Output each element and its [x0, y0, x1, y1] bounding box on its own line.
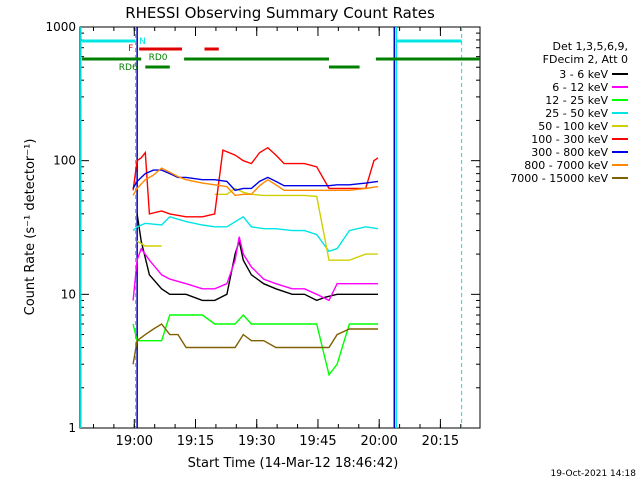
legend-header: FDecim 2, Att 0 [543, 53, 628, 66]
y-tick-label: 10 [61, 287, 76, 301]
legend-label: 50 - 100 keV [538, 120, 608, 133]
series-line-8 [132, 323, 378, 365]
x-tick-label: 19:45 [299, 434, 336, 449]
chart-title: RHESSI Observing Summary Count Rates [125, 4, 435, 22]
series-line-2 [132, 313, 378, 377]
series-line-6 [132, 169, 379, 192]
legend: Det 1,3,5,6,9,FDecim 2, Att 0 3 - 6 keV6 … [510, 40, 628, 185]
legend-label: 12 - 25 keV [545, 94, 608, 107]
series-line-1 [132, 236, 378, 302]
x-axis-label: Start Time (14-Mar-12 18:46:42) [188, 456, 399, 471]
plot-area: 1 10 100 1000 19:00 19:15 19:30 19:45 20:00 20:15… [45, 20, 481, 449]
y-tick-label: 100 [53, 154, 76, 168]
series-line-4 [136, 187, 378, 261]
annotation-rd6: RD6 [119, 63, 138, 73]
annotation-flare: F [128, 44, 133, 54]
legend-header: Det 1,3,5,6,9, [552, 40, 628, 53]
y-tick-label: 1 [68, 421, 76, 435]
legend-label: 800 - 7000 keV [524, 159, 608, 172]
series-line-0 [136, 213, 378, 302]
legend-label: 7000 - 15000 keV [510, 172, 608, 185]
legend-label: 100 - 300 keV [531, 133, 608, 146]
legend-label: 3 - 6 keV [559, 68, 608, 81]
series-line-5 [132, 146, 379, 218]
x-tick-label: 19:15 [177, 434, 214, 449]
series-line-3 [132, 215, 379, 253]
plot-frame [79, 26, 481, 429]
footer-date: 19-Oct-2021 14:18 [551, 469, 637, 479]
x-tick-label: 20:00 [360, 434, 397, 449]
x-tick-label: 19:00 [116, 434, 153, 449]
legend-label: 25 - 50 keV [545, 107, 608, 120]
y-axis-label: Count Rate (s⁻¹ detector⁻¹) [23, 139, 38, 316]
annotation-night: N [139, 37, 146, 47]
x-tick-label: 19:30 [238, 434, 275, 449]
x-tick-label: 20:15 [422, 434, 459, 449]
legend-label: 6 - 12 keV [552, 81, 608, 94]
legend-label: 300 - 800 keV [531, 146, 608, 159]
series-line-7 [132, 167, 379, 197]
y-tick-label: 1000 [45, 20, 76, 34]
annotation-rd0: RD0 [149, 53, 168, 63]
